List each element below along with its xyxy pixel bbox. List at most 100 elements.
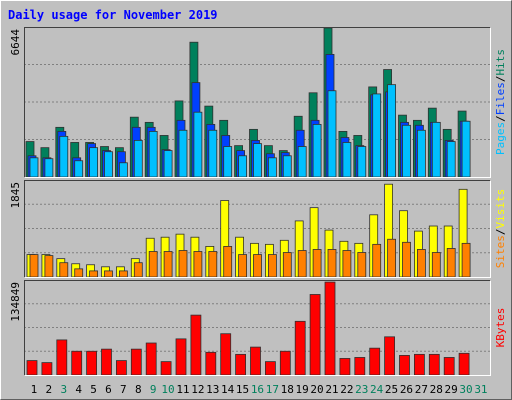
legend: Pages/Files/Hits (494, 49, 507, 155)
legend-entry: Files (494, 82, 507, 115)
bar (357, 146, 367, 178)
bar (402, 241, 411, 278)
bar (387, 238, 397, 278)
y-tick-label: 6644 (9, 29, 22, 56)
x-tick-label: 21 (325, 383, 338, 396)
bar (190, 314, 202, 376)
bar (44, 158, 54, 178)
bar (74, 268, 84, 278)
x-tick-label: 1 (31, 383, 38, 396)
bar (342, 250, 352, 278)
x-tick-label: 15 (236, 383, 249, 396)
x-tick-label: 17 (266, 383, 279, 396)
bar (357, 252, 367, 278)
bar (461, 242, 471, 278)
bar (327, 249, 337, 278)
x-tick-label: 8 (135, 383, 142, 396)
bar (282, 252, 292, 278)
bar (89, 270, 98, 278)
bar (208, 251, 218, 278)
x-tick-label: 27 (415, 383, 428, 396)
bar (458, 352, 470, 376)
bar (312, 249, 322, 278)
bar (163, 150, 173, 178)
bar (372, 243, 382, 278)
x-tick-label: 18 (281, 383, 294, 396)
bar (220, 333, 232, 376)
x-tick-label: 19 (296, 383, 309, 396)
bar (309, 294, 321, 376)
bar (267, 157, 277, 178)
x-tick-label: 26 (400, 383, 413, 396)
bar (369, 347, 381, 376)
bar (342, 142, 352, 178)
bar (461, 120, 471, 178)
legend-entry: Pages (494, 122, 507, 155)
legend-entry: Hits (494, 49, 507, 76)
bar (253, 254, 262, 278)
bar (160, 361, 172, 376)
bar (178, 250, 188, 278)
x-tick-label: 11 (176, 383, 189, 396)
bar (101, 348, 112, 376)
bar (279, 350, 291, 376)
bar (89, 147, 98, 178)
y-tick-label: 134849 (9, 282, 22, 322)
x-tick-label: 2 (46, 383, 53, 396)
bar (56, 339, 68, 376)
bar (443, 357, 455, 376)
bar (446, 141, 456, 178)
bar (431, 252, 441, 278)
bar (384, 336, 396, 376)
bar (297, 146, 307, 178)
bar (148, 251, 158, 278)
bar (145, 342, 157, 376)
bar (59, 262, 69, 278)
bar (44, 255, 54, 278)
bar (116, 360, 127, 376)
legend-entry: KBytes (494, 308, 507, 348)
bar (282, 155, 292, 178)
bar (446, 248, 456, 278)
x-tick-label: 14 (221, 383, 235, 396)
x-tick-label: 30 (459, 383, 472, 396)
x-tick-label: 24 (370, 383, 384, 396)
bar (133, 140, 143, 178)
bar (193, 111, 203, 178)
legend: KBytes (494, 308, 507, 348)
legend: Sites/Visits (494, 189, 507, 269)
x-tick-label: 13 (206, 383, 219, 396)
bar (416, 249, 426, 278)
bar (428, 353, 440, 376)
bar (205, 351, 217, 376)
x-tick-label: 16 (251, 383, 264, 396)
bar (59, 135, 69, 178)
bar (387, 84, 397, 178)
bar (294, 320, 306, 376)
bar (416, 129, 426, 178)
bar (119, 162, 128, 178)
bar (71, 350, 83, 376)
x-tick-label: 29 (445, 383, 458, 396)
x-tick-label: 20 (310, 383, 323, 396)
x-tick-label: 31 (474, 383, 487, 396)
bar (264, 361, 276, 376)
x-tick-label: 22 (340, 383, 353, 396)
bar (312, 123, 322, 178)
bar (193, 251, 203, 278)
x-tick-label: 25 (385, 383, 398, 396)
plot-border-light (24, 280, 491, 376)
bar (339, 358, 351, 376)
chart-title: Daily usage for November 2019 (8, 8, 218, 22)
bar (175, 338, 187, 376)
bar (354, 357, 366, 376)
plot-border-dark (24, 27, 491, 178)
legend-separator: / (494, 229, 507, 236)
bar (223, 146, 233, 178)
legend-separator: / (494, 76, 507, 83)
legend-entry: Visits (494, 189, 507, 229)
bar (431, 121, 441, 178)
x-tick-label: 12 (191, 383, 204, 396)
